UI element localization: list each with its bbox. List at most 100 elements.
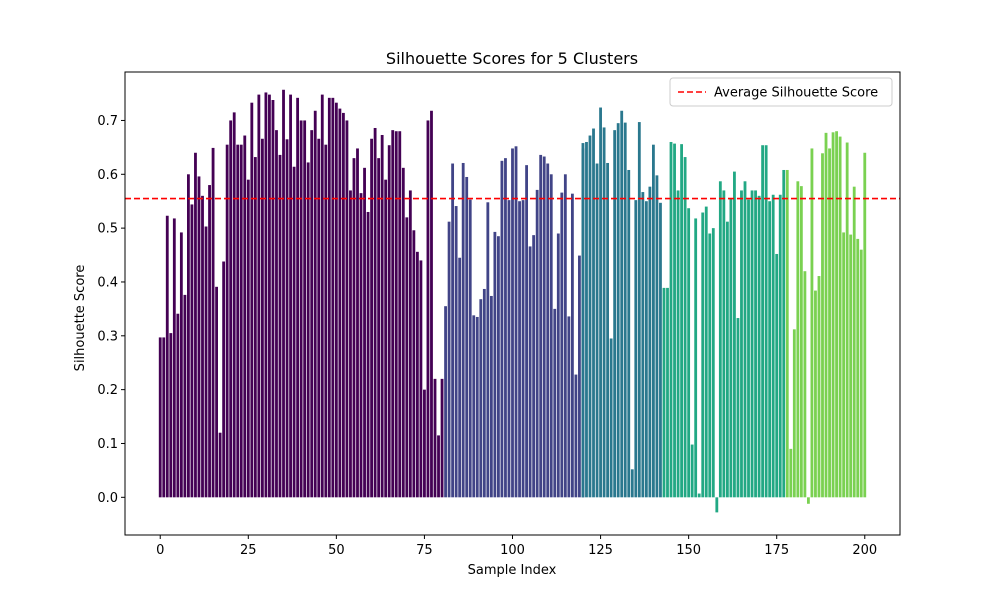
bar-cluster-1	[229, 120, 233, 498]
bar-cluster-1	[292, 166, 296, 498]
bar-cluster-4	[662, 287, 666, 498]
bar-cluster-1	[218, 432, 222, 498]
bar-cluster-4	[729, 197, 733, 498]
bar-cluster-1	[408, 190, 412, 498]
bar-cluster-2	[475, 316, 479, 498]
bar-cluster-5	[824, 132, 828, 498]
bar-cluster-1	[239, 144, 243, 498]
bar-cluster-2	[458, 257, 462, 498]
bar-cluster-4	[697, 493, 701, 498]
bar-cluster-2	[542, 156, 546, 498]
bar-cluster-1	[370, 138, 373, 498]
y-tick-label: 0.5	[97, 222, 118, 237]
bar-cluster-5	[838, 136, 842, 498]
bar-cluster-3	[613, 130, 617, 498]
x-tick-label: 75	[416, 543, 433, 558]
bar-cluster-1	[243, 135, 247, 498]
bar-cluster-4	[725, 221, 729, 498]
bar-cluster-2	[451, 163, 455, 498]
bar-cluster-4	[761, 145, 765, 498]
bar-cluster-4	[666, 287, 669, 498]
bar-cluster-2	[472, 315, 476, 498]
bar-cluster-1	[366, 211, 370, 498]
legend: Average Silhouette Score	[669, 77, 893, 107]
bar-cluster-1	[306, 162, 310, 498]
bar-cluster-5	[828, 148, 831, 498]
bar-cluster-1	[296, 97, 300, 498]
bar-cluster-1	[215, 286, 218, 498]
x-tick-label: 50	[328, 543, 345, 558]
bar-cluster-4	[771, 194, 775, 498]
bar-cluster-1	[433, 378, 437, 498]
bar-cluster-4	[782, 169, 786, 498]
bar-cluster-5	[817, 276, 821, 498]
bar-cluster-3	[599, 107, 602, 498]
bar-cluster-4	[778, 194, 782, 498]
bar-cluster-1	[260, 138, 264, 498]
bar-cluster-3	[606, 162, 610, 498]
y-tick-label: 0.0	[97, 491, 118, 506]
x-tick-label: 200	[852, 543, 877, 558]
bar-cluster-5	[792, 329, 796, 498]
bar-cluster-2	[486, 202, 490, 498]
bar-cluster-2	[465, 176, 469, 498]
bar-cluster-2	[461, 162, 465, 498]
bar-cluster-4	[683, 157, 687, 498]
bar-cluster-1	[310, 130, 314, 498]
bar-cluster-2	[504, 158, 507, 498]
bar-cluster-1	[331, 97, 335, 498]
bar-cluster-3	[630, 469, 634, 498]
y-tick-label: 0.6	[97, 168, 118, 183]
bar-cluster-2	[528, 246, 532, 498]
bar-cluster-2	[563, 174, 567, 498]
bar-cluster-1	[204, 226, 208, 498]
bar-cluster-3	[648, 186, 652, 498]
bar-cluster-1	[162, 337, 166, 498]
bar-cluster-1	[415, 251, 419, 498]
bar-cluster-1	[236, 144, 240, 498]
bar-cluster-5	[845, 142, 849, 498]
bar-cluster-2	[521, 200, 525, 498]
x-tick-label: 150	[676, 543, 701, 558]
bar-cluster-2	[518, 201, 521, 498]
bar-cluster-1	[401, 167, 405, 498]
bar-cluster-4	[718, 181, 722, 498]
y-axis-title: Silhouette Score	[73, 265, 88, 372]
bar-cluster-1	[222, 261, 226, 498]
bar-cluster-1	[373, 127, 377, 498]
x-tick-label: 100	[500, 543, 525, 558]
bar-cluster-2	[507, 200, 511, 498]
bar-cluster-3	[592, 128, 595, 498]
x-tick-label: 25	[240, 543, 257, 558]
bar-cluster-1	[338, 108, 342, 498]
bar-cluster-1	[317, 138, 321, 498]
x-axis-title: Sample Index	[468, 563, 557, 578]
legend-box	[669, 77, 893, 107]
bar-cluster-5	[796, 181, 800, 498]
x-tick-label: 0	[156, 543, 164, 558]
bar-cluster-2	[539, 154, 543, 498]
y-tick-label: 0.2	[97, 383, 118, 398]
bar-cluster-4	[768, 201, 772, 498]
bar-cluster-4	[680, 144, 683, 498]
bar-cluster-2	[578, 255, 581, 498]
bar-cluster-5	[814, 290, 817, 498]
bar-cluster-5	[789, 448, 793, 498]
bar-cluster-1	[359, 193, 363, 498]
bar-cluster-1	[289, 94, 292, 498]
y-tick-label: 0.1	[97, 437, 118, 452]
bar-cluster-1	[225, 144, 229, 498]
bar-cluster-4	[687, 208, 691, 498]
bar-cluster-1	[278, 154, 282, 498]
bar-cluster-1	[183, 294, 187, 498]
bar-cluster-3	[585, 141, 588, 498]
bar-cluster-1	[250, 102, 254, 498]
bar-cluster-1	[437, 435, 440, 498]
bar-cluster-2	[511, 148, 514, 498]
bar-cluster-1	[324, 144, 328, 498]
bar-cluster-4	[775, 253, 779, 498]
bar-cluster-5	[856, 238, 860, 498]
bar-cluster-1	[391, 130, 395, 498]
bar-cluster-1	[394, 131, 398, 498]
